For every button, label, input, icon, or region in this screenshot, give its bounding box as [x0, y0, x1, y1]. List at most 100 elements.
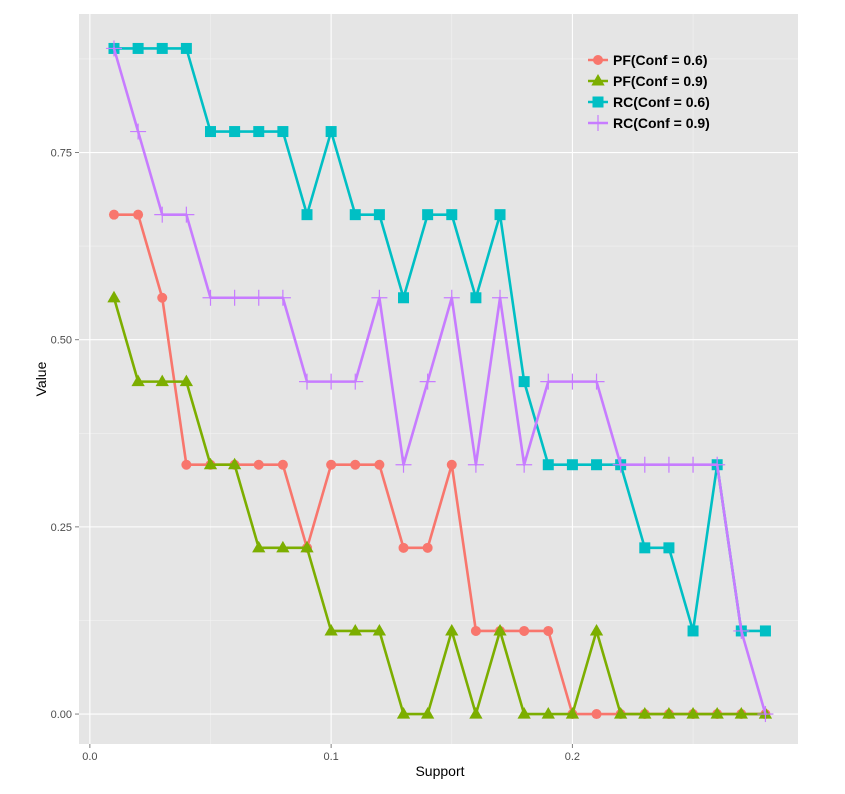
- series-1-point: [350, 459, 361, 470]
- series-3-point: [759, 625, 771, 637]
- series-4-point: [105, 40, 122, 57]
- series-3-point: [301, 209, 313, 221]
- series-2-point: [469, 707, 483, 719]
- x-axis-title: Support: [415, 763, 464, 779]
- series-3-point: [542, 459, 554, 471]
- series-3-point: [398, 292, 410, 304]
- series-1-point: [470, 625, 481, 636]
- legend-key-marker: [593, 55, 603, 65]
- series-2-point: [662, 707, 676, 719]
- y-axis: 0.00 0.25 0.50 0.75: [51, 148, 79, 721]
- series-3-point: [591, 459, 603, 471]
- y-tick-label: 0.50: [51, 335, 72, 347]
- series-2-point: [396, 707, 411, 719]
- y-axis-title: Value: [33, 361, 49, 396]
- series-4-point: [178, 206, 195, 223]
- series-4-point: [467, 456, 484, 473]
- legend-key-4: [588, 115, 608, 131]
- series-4-point: [250, 289, 267, 306]
- series-4-point: [371, 289, 388, 306]
- series-3-point: [204, 126, 216, 138]
- series-3-point: [156, 42, 168, 54]
- series-3-point: [687, 625, 699, 637]
- series-3-point: [470, 292, 482, 304]
- series-layer: [105, 40, 774, 723]
- x-tick-label: 0.1: [323, 751, 338, 763]
- series-4-line: [112, 47, 767, 716]
- series-1-point: [108, 209, 119, 220]
- series-4-point: [299, 373, 316, 390]
- series-4-point: [660, 456, 677, 473]
- series-4-point: [419, 373, 436, 390]
- series-3-point: [422, 209, 434, 221]
- series-1-point: [157, 292, 168, 303]
- series-1-point: [133, 209, 144, 220]
- series-2-point: [276, 540, 290, 553]
- series-4-point: [685, 456, 702, 473]
- series-2-point: [445, 623, 459, 636]
- series-1-point: [374, 459, 385, 470]
- series-3-point: [373, 209, 385, 221]
- series-2-line: [112, 296, 767, 716]
- series-2-point: [227, 457, 242, 470]
- series-1-point: [543, 625, 554, 636]
- series-4-point: [274, 289, 291, 306]
- legend-label-3: RC(Conf = 0.6): [613, 94, 710, 110]
- x-tick-label: 0.2: [565, 751, 580, 763]
- series-3-point: [566, 459, 578, 471]
- series-4: [105, 40, 774, 723]
- series-2-point: [565, 707, 580, 719]
- legend-label-2: PF(Conf = 0.9): [613, 73, 708, 89]
- series-4-point: [733, 622, 750, 639]
- series-2-point: [614, 707, 628, 719]
- series-1-point: [253, 459, 264, 470]
- series-4-point: [443, 289, 460, 306]
- series-2-point: [493, 623, 507, 636]
- series-3-point: [446, 209, 458, 221]
- series-2-point: [107, 290, 121, 303]
- series-3-point: [639, 542, 651, 554]
- series-3-point: [132, 42, 144, 54]
- series-4-point: [636, 456, 653, 473]
- series-3-point: [494, 209, 506, 221]
- series-3-point: [518, 376, 530, 388]
- series-4-point: [347, 373, 364, 390]
- series-2-point: [517, 707, 531, 719]
- series-4-point: [154, 206, 171, 223]
- series-4-point: [612, 456, 629, 473]
- x-axis: 0.0 0.1 0.2: [82, 744, 580, 763]
- series-4-point: [588, 373, 605, 390]
- legend-key-marker: [591, 74, 605, 86]
- series-4-point: [564, 373, 581, 390]
- series-2-point: [131, 374, 145, 387]
- x-tick-label: 0.0: [82, 751, 97, 763]
- series-3-point: [277, 126, 289, 138]
- series-2-point: [638, 707, 652, 719]
- series-2-point: [348, 623, 362, 636]
- series-4-point: [395, 456, 412, 473]
- series-3-point: [325, 126, 337, 138]
- series-4-point: [709, 456, 726, 473]
- legend-key-2: [588, 74, 608, 86]
- series-3-line: [112, 47, 767, 633]
- legend-key-marker: [590, 115, 606, 131]
- series-3-point: [663, 542, 675, 554]
- series-4-point: [516, 456, 533, 473]
- series-2-point: [372, 623, 387, 636]
- legend-key-1: [588, 55, 608, 65]
- series-2-point: [710, 707, 724, 719]
- series-3-point: [180, 42, 192, 54]
- series-2-point: [324, 623, 338, 636]
- series-1-point: [422, 542, 433, 553]
- series-3-point: [253, 126, 265, 138]
- series-1-point: [277, 459, 288, 470]
- series-2-point: [541, 707, 555, 719]
- series-1-point: [519, 625, 530, 636]
- y-tick-label: 0.75: [51, 148, 72, 160]
- legend-key-3: [588, 96, 608, 108]
- series-1-point: [591, 709, 602, 720]
- series-4-point: [492, 289, 509, 306]
- series-2-point: [203, 457, 218, 470]
- y-tick-label: 0.25: [51, 522, 72, 534]
